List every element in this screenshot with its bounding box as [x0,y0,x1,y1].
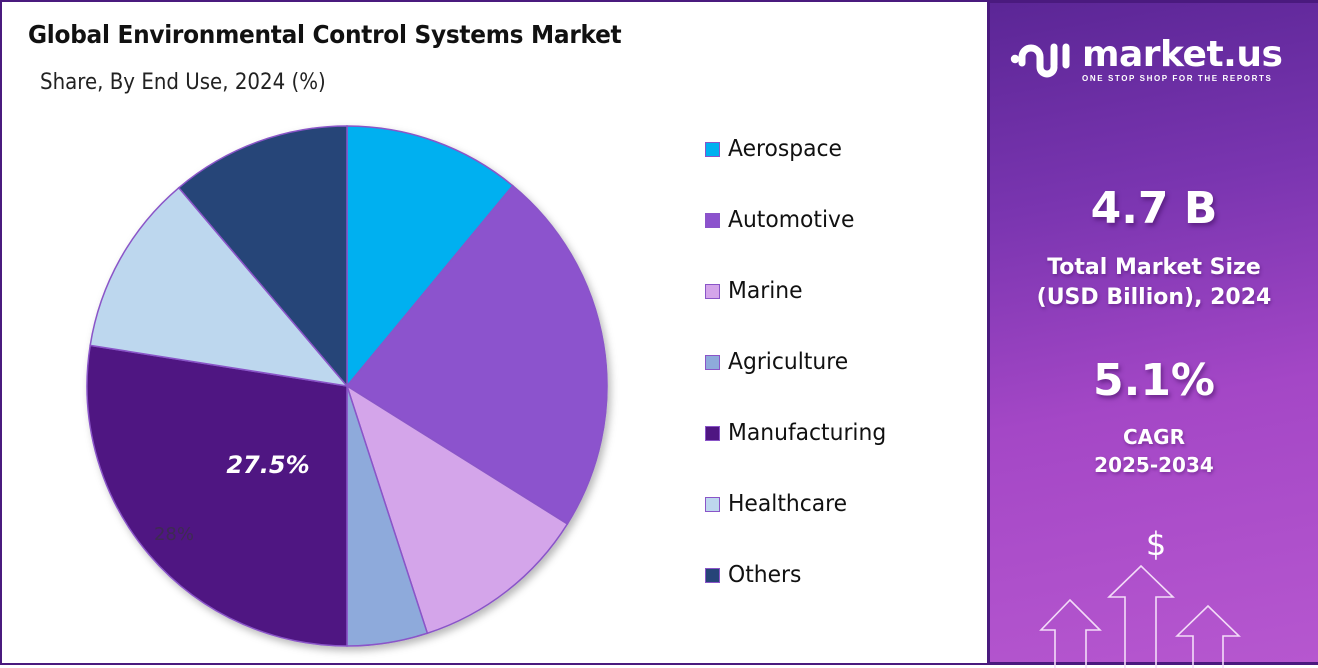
pie-slice-others[interactable] [177,125,348,389]
legend-swatch [705,567,720,583]
legend-item-automotive[interactable]: Automotive [705,205,861,235]
legend-swatch [705,283,720,299]
pie-chart: 27.5% 28% [80,118,620,658]
chart-title: Global Environmental Control Systems Mar… [28,20,622,49]
legend-label: Marine [728,278,803,304]
market-size-value: 4.7 B [1090,183,1218,234]
cagr-value: 5.1% [1092,355,1216,406]
pie-slice-marine[interactable] [345,384,569,635]
pie-svg: 27.5% 28% [86,125,608,647]
brand-tagline: ONE STOP SHOP FOR THE REPORTS [1082,74,1273,83]
legend-label: Agriculture [728,349,849,375]
legend-swatch [705,354,720,370]
brand-logo[interactable]: market.us ONE STOP SHOP FOR THE REPORTS [1010,34,1283,83]
legend-item-marine[interactable]: Marine [705,276,807,306]
pie-slice-aerospace[interactable] [346,125,514,389]
cagr-label-line1: CAGR [1123,425,1185,449]
cagr-label-line2: 2025-2034 [1094,453,1214,477]
legend-label: Manufacturing [728,420,887,446]
market-size-label-line2: (USD Billion), 2024 [1036,285,1272,310]
ghost-value-label: 28% [154,524,194,545]
legend-swatch [705,496,720,512]
legend-swatch [705,212,720,228]
market-us-logo-icon [1010,43,1070,78]
chart-panel: Global Environmental Control Systems Mar… [2,2,987,663]
summary-panel: market.us ONE STOP SHOP FOR THE REPORTS … [987,0,1318,668]
legend-item-others[interactable]: Others [705,560,805,590]
legend-item-aerospace[interactable]: Aerospace [705,134,848,164]
legend-label: Aerospace [728,136,842,162]
legend-item-agriculture[interactable]: Agriculture [705,347,855,377]
market-size-label-line1: Total Market Size [1047,255,1261,280]
legend-item-manufacturing[interactable]: Manufacturing [705,418,895,448]
legend-label: Healthcare [728,491,848,517]
legend-label: Others [728,562,802,588]
pie-slice-healthcare[interactable] [89,186,349,388]
legend-item-healthcare[interactable]: Healthcare [705,489,853,519]
brand-name: market.us [1082,34,1283,75]
legend-swatch [705,425,720,441]
pie-slice-automotive[interactable] [345,184,608,525]
legend-swatch [705,141,720,157]
chart-subtitle: Share, By End Use, 2024 (%) [40,70,326,95]
dollar-icon: $ [1146,525,1166,563]
growth-arrows-icon: $ [1039,525,1241,668]
slice-value-label: 27.5% [226,451,309,479]
legend-label: Automotive [728,207,855,233]
pie-slice-manufacturing[interactable] [86,344,348,647]
